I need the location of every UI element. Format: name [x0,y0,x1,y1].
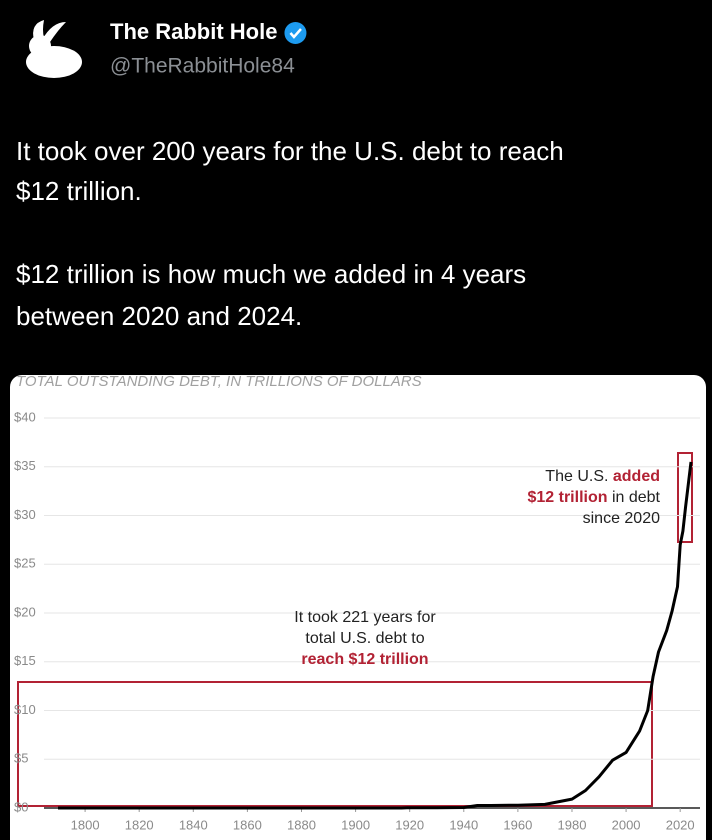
annotation: The U.S. added [545,468,660,485]
y-tick-label: $30 [14,507,36,522]
x-tick-label: 1900 [341,817,370,832]
annotation-text: It took 221 years for [294,609,436,626]
chart-card [10,375,706,840]
x-tick-label: 1880 [287,817,316,832]
verified-badge [284,22,307,44]
annotation-text: in debt [608,489,661,506]
annotation-text: reach $12 trillion [301,651,428,668]
handle[interactable]: @TheRabbitHole84 [110,55,295,78]
chart-title: TOTAL OUTSTANDING DEBT, IN TRILLIONS OF … [16,373,422,390]
post-text: $12 trillion. [16,176,142,206]
highlight-box [17,681,653,807]
annotation: since 2020 [583,510,660,527]
post-text: $12 trillion is how much we added in 4 y… [16,259,526,289]
x-tick-label: 1980 [558,817,587,832]
annotation: $12 trillion in debt [527,489,660,506]
debt-line [58,461,693,810]
x-tick-label: 2000 [612,817,641,832]
annotation: total U.S. debt to [305,630,424,647]
x-tick-label: 1800 [71,817,100,832]
x-tick-label: 1960 [503,817,532,832]
annotation: It took 221 years for [294,609,436,626]
annotation-text: total U.S. debt to [305,630,424,647]
annotation-text: $12 trillion [527,489,607,506]
y-tick-label: $35 [14,458,36,473]
y-tick-label: $15 [14,653,36,668]
annotation-text: The U.S. [545,468,613,485]
annotation-text: since 2020 [583,510,660,527]
y-tick-label: $5 [14,751,28,766]
post-text: It took over 200 years for the U.S. debt… [16,136,564,166]
y-tick-label: $25 [14,556,36,571]
x-tick-label: 1840 [179,817,208,832]
y-tick-label: $20 [14,604,36,619]
post-text: between 2020 and 2024. [16,301,302,331]
annotation: reach $12 trillion [301,651,428,668]
y-tick-label: $10 [14,702,36,717]
y-tick-label: $40 [14,409,36,424]
y-tick-label: $0 [14,799,28,814]
x-tick-label: 1820 [125,817,154,832]
author-name[interactable]: The Rabbit Hole [110,19,277,44]
x-tick-label: 1920 [395,817,424,832]
x-tick-label: 2020 [666,817,695,832]
avatar[interactable] [26,20,82,78]
x-tick-label: 1940 [449,817,478,832]
x-tick-label: 1860 [233,817,262,832]
highlight-box [677,452,693,543]
annotation-text: added [613,468,660,485]
